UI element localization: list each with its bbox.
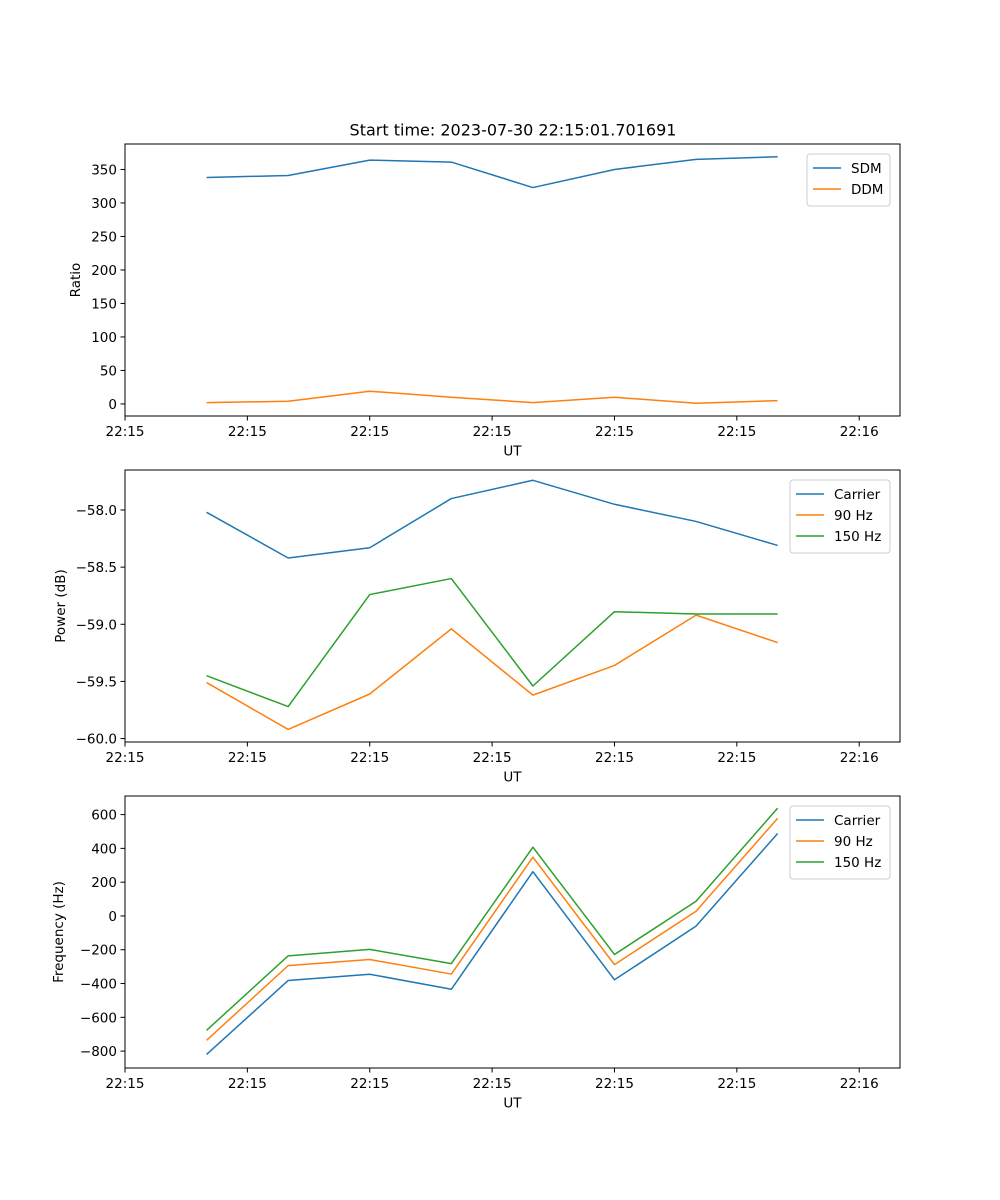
ratio-series-sdm-line [206,155,778,189]
ratio-x-axis-label: UT [503,444,522,460]
frequency-y-tick-label: 400 [91,841,117,857]
frequency-y-tick-label: −600 [80,1010,117,1026]
power-y-tick-label: −58.0 [76,503,117,519]
power-y-axis-label: Power (dB) [53,569,69,642]
ratio-y-tick-label: 350 [91,162,117,178]
frequency-x-tick-label: 22:16 [840,1076,879,1092]
frequency-x-tick-label: 22:15 [106,1076,145,1092]
ratio-y-tick-label: 0 [108,397,117,413]
power-panel: 22:15 22:15 22:15 22:15 22:15 22:15 22:16 −60.0… [53,469,901,786]
power-x-tick-label: 22:15 [228,750,267,766]
power-series-150-hz-line [206,577,778,708]
power-legend-box [789,479,891,554]
power-y-tick-label: −59.5 [76,674,117,690]
ratio-y-tick-label: 300 [91,196,117,212]
frequency-y-tick-label: 200 [91,875,117,891]
power-x-tick-label: 22:15 [473,750,512,766]
ratio-y-tick-label: 200 [91,263,117,279]
power-y-tick-label: −60.0 [76,732,117,748]
frequency-series-150-hz-line [206,807,779,1031]
frequency-x-tick-label: 22:15 [473,1076,512,1092]
power-x-tick-label: 22:16 [840,750,879,766]
frequency-legend: Carrier 90 Hz 150 Hz [789,805,891,880]
ratio-x-tick-label: 22:15 [350,424,389,440]
ratio-legend-label-sdm: SDM [851,161,882,177]
power-x-tick-label: 22:15 [350,750,389,766]
frequency-y-tick-label: 600 [91,808,117,824]
power-x-tick-label: 22:15 [717,750,756,766]
ratio-x-tick-label: 22:16 [840,424,879,440]
power-x-tick-label: 22:15 [106,750,145,766]
power-y-tick-label: −59.0 [76,617,117,633]
frequency-y-tick-label: −800 [80,1044,117,1060]
ratio-x-tick-label: 22:15 [595,424,634,440]
ratio-axes-frame [124,143,901,417]
ratio-series-ddm-line [206,390,778,405]
frequency-panel: 22:15 22:15 22:15 22:15 22:15 22:15 22:16 −800 −… [51,795,901,1112]
power-legend-label-150-hz: 150 Hz [834,529,881,545]
power-legend-label-carrier: Carrier [834,487,881,503]
frequency-axes-frame [124,795,901,1069]
frequency-series-90-hz-line [206,817,779,1041]
power-series-90-hz-line [206,614,778,731]
power-x-tick-label: 22:15 [595,750,634,766]
ratio-y-tick-label: 50 [100,363,117,379]
frequency-legend-label-150-hz: 150 Hz [834,855,881,871]
frequency-legend-label-90-hz: 90 Hz [834,834,873,850]
ratio-x-tick-label: 22:15 [106,424,145,440]
frequency-x-tick-label: 22:15 [228,1076,267,1092]
frequency-y-axis-label: Frequency (Hz) [51,881,67,983]
ratio-x-tick-label: 22:15 [228,424,267,440]
frequency-y-tick-label: −200 [80,943,117,959]
ratio-y-axis-label: Ratio [68,263,84,298]
ratio-x-tick-label: 22:15 [717,424,756,440]
frequency-legend-box [789,805,891,880]
frequency-series-carrier-line [206,833,779,1056]
power-legend-label-90-hz: 90 Hz [834,508,873,524]
ratio-legend-box [806,153,891,207]
ratio-x-tick-label: 22:15 [473,424,512,440]
frequency-x-tick-label: 22:15 [717,1076,756,1092]
ratio-y-tick-label: 150 [91,296,117,312]
frequency-y-tick-label: −400 [80,977,117,993]
chart-title: Start time: 2023-07-30 22:15:01.701691 [350,121,677,140]
frequency-legend-label-carrier: Carrier [834,813,881,829]
ratio-y-tick-label: 100 [91,330,117,346]
frequency-x-tick-label: 22:15 [350,1076,389,1092]
ratio-y-tick-label: 250 [91,229,117,245]
power-x-axis-label: UT [503,770,522,786]
power-y-tick-label: −58.5 [76,560,117,576]
ratio-legend: SDM DDM [806,153,891,207]
power-axes-frame [124,469,901,743]
frequency-x-tick-label: 22:15 [595,1076,634,1092]
power-series-carrier-line [206,479,778,559]
frequency-y-tick-label: 0 [108,909,117,925]
power-legend: Carrier 90 Hz 150 Hz [789,479,891,554]
frequency-x-axis-label: UT [503,1096,522,1112]
ratio-legend-label-ddm: DDM [851,182,883,198]
ratio-panel: 22:15 22:15 22:15 22:15 22:15 22:15 22:16 0 50 10… [68,143,901,460]
